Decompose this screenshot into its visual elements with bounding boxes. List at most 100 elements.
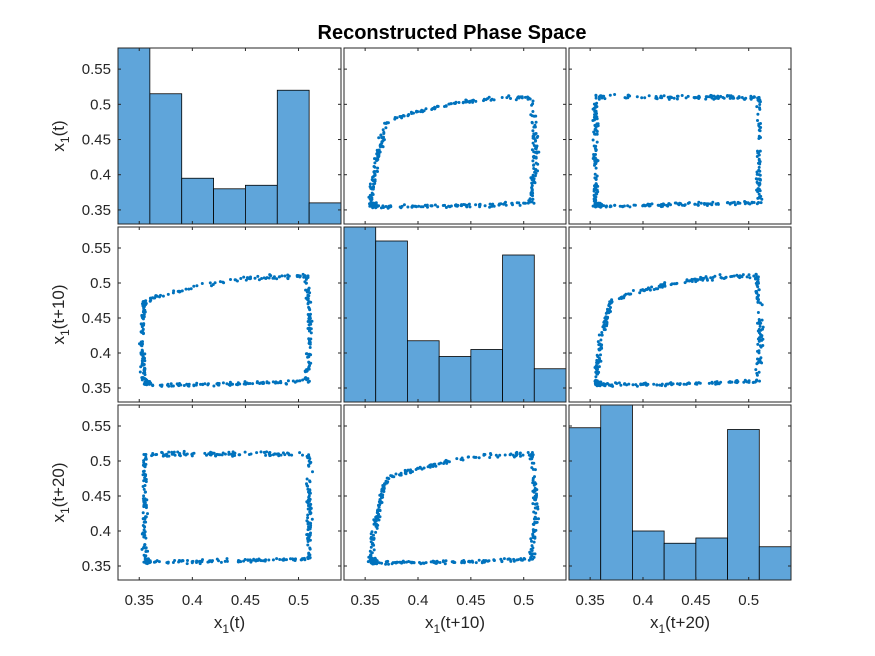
- scatter-point-r2-c0-276: [160, 451, 164, 455]
- scatter-point-r1-c2-236: [688, 279, 692, 283]
- scatter-point-r0-c2-340: [680, 203, 684, 207]
- scatter-point-r0-c1-286: [511, 203, 514, 207]
- scatter-point-r0-c2-209: [598, 94, 602, 98]
- scatter-point-r1-c0-174: [161, 294, 165, 298]
- scatter-point-r1-c2-291: [757, 336, 761, 340]
- scatter-point-r1-c0-155: [171, 384, 175, 388]
- scatter-point-r2-c0-275: [141, 524, 145, 527]
- scatter-point-r2-c0-60: [278, 558, 282, 561]
- histogram-0-border: [117, 47, 342, 225]
- scatter-point-r1-c2-275: [652, 288, 656, 291]
- scatter-point-r1-c2-284: [666, 382, 670, 386]
- scatter-point-r1-c0-337: [251, 382, 255, 386]
- scatter-point-r2-c1-219: [470, 559, 473, 563]
- scatter-point-r1-c0-343: [178, 382, 181, 385]
- scatter-point-r0-c1-141: [533, 170, 537, 174]
- scatter-point-r2-c0-117: [227, 452, 231, 456]
- scatter-point-r2-c1-277: [466, 455, 470, 459]
- scatter-point-r0-c1-190: [535, 150, 539, 154]
- scatter-point-r0-c2-142: [662, 94, 666, 98]
- scatter-point-r0-c1-355: [376, 166, 380, 170]
- scatter-point-r0-c2-253: [643, 96, 647, 100]
- x-axis-label-2: x1(t+20): [650, 613, 710, 636]
- scatter-point-r1-c0-398: [149, 381, 153, 385]
- scatter-point-r1-c2-349: [595, 358, 599, 362]
- scatter-point-r0-c2-300: [594, 166, 598, 170]
- scatter-point-r2-c1-258: [492, 558, 496, 562]
- scatter-point-r0-c1-213: [488, 202, 492, 206]
- scatter-point-r0-c2-57: [758, 103, 762, 106]
- scatter-point-r0-c1-278: [373, 161, 377, 165]
- scatter-point-r2-c1-355: [409, 468, 412, 472]
- scatter-point-r0-c2-240: [608, 205, 612, 209]
- scatter-point-r1-c2-50: [599, 338, 603, 342]
- y-tick-label-r0-1: 0.4: [90, 167, 111, 184]
- scatter-point-r1-c0-171: [218, 280, 222, 284]
- scatter-point-r2-c0-312: [154, 453, 158, 457]
- scatter-point-r1-c0-336: [305, 369, 309, 373]
- scatter-point-r0-c2-293: [705, 204, 709, 207]
- scatter-point-r0-c1-349: [536, 162, 540, 166]
- scatter-point-r2-c1-231: [384, 479, 388, 483]
- scatter-point-r0-c2-175: [757, 192, 761, 196]
- scatter-point-r1-c2-310: [624, 292, 628, 296]
- scatter-point-r1-c2-347: [596, 361, 600, 365]
- scatter-point-r1-c0-262: [142, 309, 146, 313]
- scatter-point-r2-c0-345: [206, 560, 210, 564]
- scatter-point-r1-c0-235: [141, 376, 145, 380]
- scatter-point-r0-c2-320: [613, 93, 617, 96]
- scatter-point-r0-c1-178: [384, 205, 388, 208]
- scatter-point-r1-c0-214: [177, 290, 181, 294]
- scatter-point-r2-c0-77: [305, 477, 309, 481]
- scatter-point-r0-c2-282: [732, 96, 736, 100]
- scatter-point-r0-c2-292: [655, 97, 659, 101]
- scatter-point-r0-c1-149: [527, 199, 531, 203]
- scatter-point-r0-c2-261: [736, 201, 740, 205]
- scatter-point-r2-c1-270: [372, 533, 375, 537]
- scatter-point-r0-c1-197: [379, 206, 383, 210]
- scatter-point-r1-c0-216: [308, 318, 312, 321]
- scatter-point-r0-c1-277: [522, 201, 526, 205]
- scatter-point-r0-c1-189: [436, 205, 440, 209]
- scatter-point-r0-c2-343: [710, 203, 714, 207]
- scatter-point-r1-c2-178: [663, 284, 667, 288]
- scatter-point-r0-c1-52: [531, 173, 535, 177]
- scatter-point-r0-c2-267: [660, 96, 664, 100]
- scatter-point-r1-c0-125: [139, 365, 143, 369]
- scatter-point-r1-c0-175: [212, 384, 216, 388]
- scatter-point-r2-c0-149: [275, 557, 279, 561]
- scatter-point-r0-c1-357: [474, 99, 478, 103]
- scatter-point-r0-c1-3: [402, 203, 406, 207]
- scatter-point-r2-c1-221: [474, 455, 478, 459]
- scatter-point-r0-c2-242: [650, 202, 654, 206]
- scatter-point-r1-c2-345: [694, 280, 698, 284]
- scatter-point-r0-c1-336: [534, 132, 538, 135]
- scatter-point-r0-c1-217: [444, 206, 448, 209]
- histogram-2-bar-2: [632, 530, 665, 581]
- scatter-point-r2-c0-289: [308, 480, 312, 484]
- scatter-point-r0-c2-74: [683, 203, 687, 207]
- scatter-point-r0-c2-273: [725, 201, 729, 205]
- scatter-point-r0-c1-111: [534, 156, 538, 160]
- scatter-point-r0-c2-312: [626, 204, 630, 208]
- scatter-point-r2-c1-293: [405, 560, 409, 564]
- scatter-point-r0-c1-307: [419, 205, 423, 209]
- scatter-point-r2-c0-317: [306, 536, 310, 540]
- scatter-point-r1-c2-338: [759, 356, 763, 360]
- scatter-point-r0-c2-296: [760, 197, 764, 201]
- scatter-point-r0-c2-294: [757, 157, 761, 161]
- scatter-point-r0-c2-315: [725, 94, 729, 98]
- scatter-point-r2-c1-312: [535, 502, 539, 506]
- scatter-point-r2-c1-359: [418, 561, 421, 564]
- scatter-point-r1-c2-315: [756, 277, 760, 281]
- scatter-point-r2-c1-166: [442, 462, 446, 465]
- scatter-point-r0-c1-329: [489, 98, 493, 102]
- scatter-point-r2-c1-291: [370, 530, 374, 534]
- scatter-point-r1-c0-323: [306, 302, 310, 306]
- scatter-point-r1-c0-286: [308, 342, 312, 346]
- scatter-point-r1-c2-92: [757, 318, 761, 321]
- scatter-point-r1-c0-331: [307, 314, 311, 318]
- scatter-point-r1-c2-246: [596, 340, 600, 344]
- scatter-point-r2-c1-356: [431, 559, 435, 563]
- scatter-point-r0-c1-211: [377, 136, 381, 140]
